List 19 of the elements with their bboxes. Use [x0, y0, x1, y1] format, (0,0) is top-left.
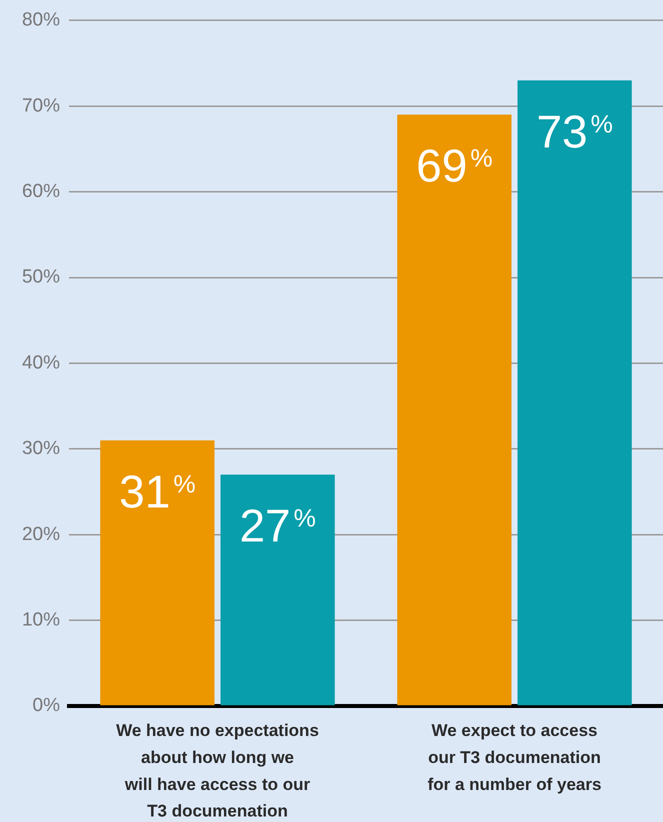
bar: [220, 474, 335, 706]
y-tick-label: 10%: [22, 610, 60, 631]
y-tick-label: 80%: [22, 10, 60, 31]
y-tick-label: 60%: [22, 181, 60, 202]
data-label: 27%: [239, 500, 316, 552]
bar: [397, 114, 512, 706]
data-label: 31%: [119, 465, 196, 518]
y-tick-label: 70%: [22, 95, 60, 116]
x-tick-label: We have no expectations about how long we will have access to our T3 documenation: [116, 721, 319, 821]
y-tick-label: 30%: [22, 438, 60, 460]
y-tick-label: 40%: [22, 352, 60, 374]
y-tick-label: 50%: [22, 266, 60, 288]
y-tick-label: 20%: [22, 524, 60, 545]
x-tick-label: We expect to access our T3 documenation for a number of years: [428, 721, 602, 794]
data-label: 73%: [536, 105, 613, 158]
data-label: 69%: [416, 140, 493, 192]
bar: [518, 80, 632, 706]
bar: [100, 440, 214, 706]
y-tick-label: 0%: [32, 695, 60, 716]
